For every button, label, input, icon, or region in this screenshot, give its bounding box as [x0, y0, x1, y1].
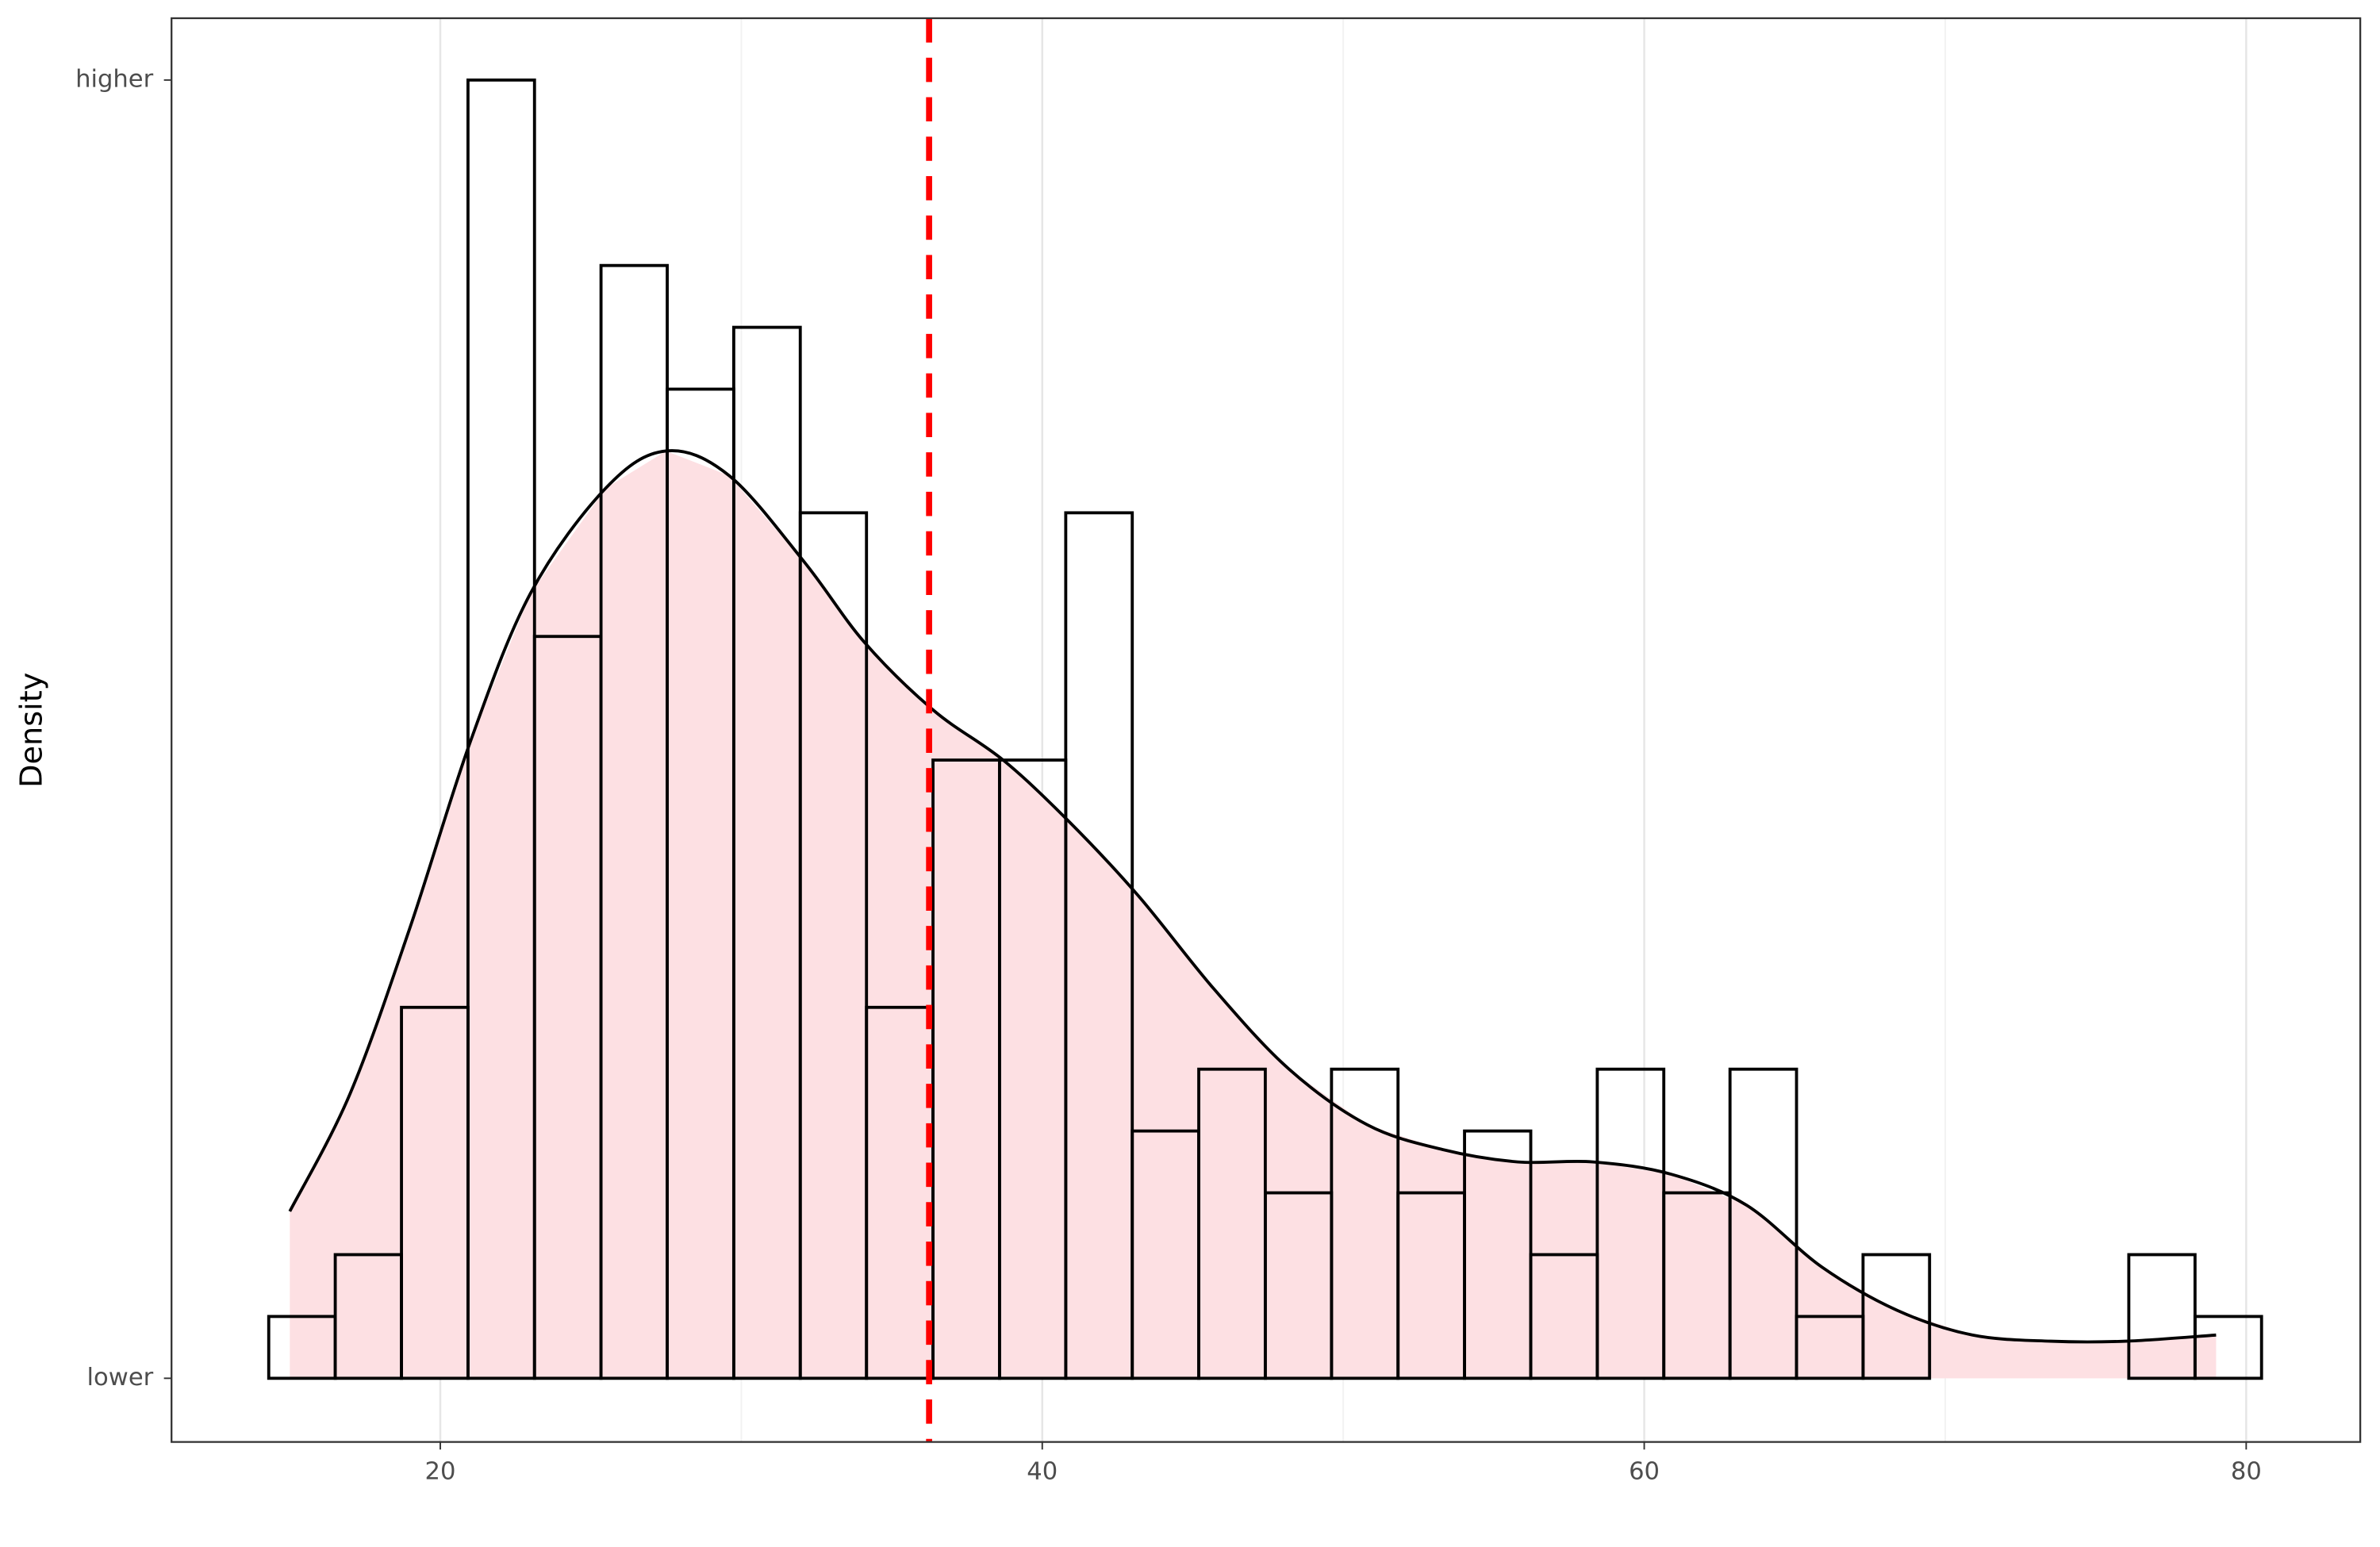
x-tick-label: 20	[425, 1457, 456, 1485]
density-curve	[288, 449, 2217, 1344]
x-tick-label: 40	[1027, 1457, 1058, 1485]
panel-border	[171, 17, 2362, 1443]
density-area	[290, 451, 2217, 1379]
histogram-bar	[1064, 511, 1134, 1380]
x-tick-label: 60	[1629, 1457, 1660, 1485]
histogram-bar	[1728, 1067, 1798, 1380]
y-tick-label: lower	[87, 1364, 154, 1392]
histogram-bar	[2193, 1315, 2263, 1380]
histogram-bar	[798, 511, 869, 1380]
y-axis-title: Density	[14, 673, 50, 788]
y-tick-label: higher	[75, 65, 154, 93]
x-tick-label: 80	[2231, 1457, 2262, 1485]
histogram-bar	[1861, 1253, 1932, 1380]
